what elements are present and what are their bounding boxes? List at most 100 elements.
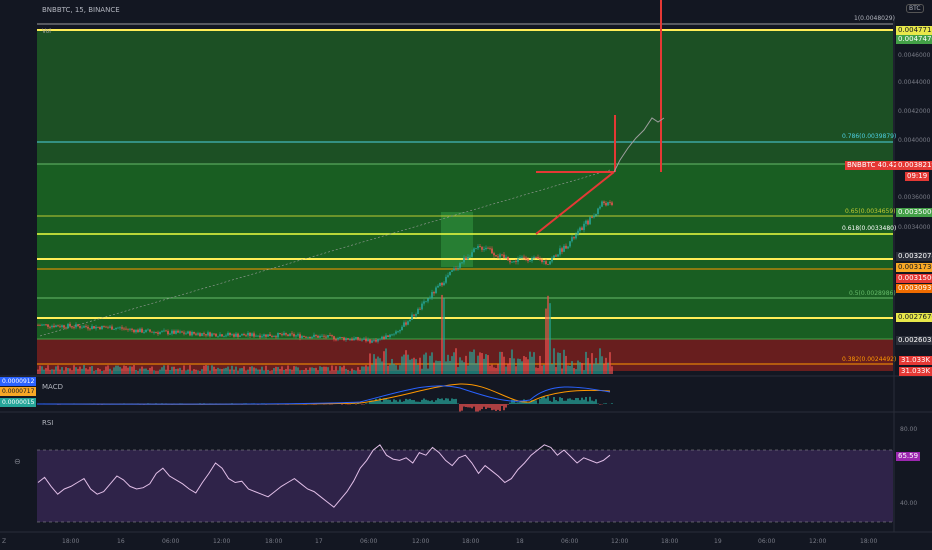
macd-bar [365,403,367,404]
candle-body [127,328,129,330]
macd-bar [559,397,561,404]
candle-body [489,248,491,250]
currency-badge[interactable]: BTC [906,4,924,13]
volume-bar [469,351,471,374]
macd-bar [535,400,537,404]
volume-bar [511,349,513,374]
volume-bar [523,356,525,374]
fib-label-0618: 0.618(0.0033480) [842,225,897,232]
candle-body [121,327,123,329]
candle-body [67,323,69,329]
candle-body [525,257,527,260]
candle-body [455,268,457,270]
candle-body [549,261,551,265]
candle-body [319,336,321,338]
candle-body [233,334,235,337]
volume-bar [505,366,507,374]
candle-body [459,263,461,268]
volume-bar [151,366,153,374]
candle-body [149,329,151,332]
volume-bar [211,365,213,374]
volume-bar [133,365,135,374]
volume-bar [413,357,415,374]
candle-body [57,325,59,327]
candle-body [349,339,351,341]
volume-label-2: 31.033K [899,367,932,376]
macd-bar [605,403,607,404]
zoom-corner-button[interactable]: Z [2,538,7,545]
candle-body [59,326,61,328]
macd-bar [487,404,489,408]
macd-bar [551,401,553,404]
macd-bar [587,401,589,404]
candle-body [279,332,281,335]
candle-body [195,333,197,335]
volume-bar [77,368,79,374]
macd-title: MACD [42,383,63,391]
fib-zone-top [37,30,893,164]
candle-body [275,336,277,338]
macd-bar [495,404,497,411]
macd-value-1: 0.0000912 [0,377,37,386]
macd-bar [533,400,535,404]
volume-bar [183,365,185,374]
candle-body [409,319,411,322]
volume-bar [169,370,171,374]
volume-bar [147,370,149,374]
candle-body [61,325,63,327]
volume-bar [303,370,305,374]
volume-bar [181,370,183,374]
macd-bar [477,404,479,412]
pane-collapse-icon[interactable]: ⊖ [14,457,21,466]
volume-bar [509,358,511,374]
candle-body [487,247,489,249]
volume-bar [189,365,191,374]
macd-bar [511,399,513,404]
macd-bar [315,404,317,405]
time-tick: 06:00 [162,538,180,545]
candle-body [129,328,131,330]
candle-body [41,324,43,326]
volume-bar [333,370,335,374]
candle-body [575,234,577,239]
candle-body [577,230,579,235]
candle-body [165,330,167,332]
macd-bar [573,400,575,404]
candle-body [91,326,93,330]
candle-body [235,333,237,337]
volume-bar [445,361,447,374]
candle-body [593,215,595,218]
fib-label-1: 1(0.0048029) [854,15,895,22]
volume-bar [293,366,295,374]
candle-body [497,256,499,258]
volume-bar [145,368,147,374]
candle-body [359,339,361,341]
time-tick: 18:00 [462,538,480,545]
candle-body [427,298,429,302]
volume-bar [105,366,107,374]
price-tick: 0.0046000 [898,52,931,59]
macd-bar [567,398,569,404]
candle-body [601,201,603,207]
candle-body [551,257,553,262]
macd-bar [529,401,531,404]
candle-body [231,334,233,336]
candle-body [559,248,561,255]
volume-bar [321,367,323,374]
volume-bar [113,367,115,374]
candle-body [477,246,479,249]
macd-bar [357,403,359,404]
candle-body [257,335,259,337]
volume-bar [173,366,175,374]
symbol-title: BNBBTC, 15, BINANCE [42,6,120,14]
macd-bar [419,401,421,404]
candle-body [565,245,567,249]
candle-body [461,262,463,264]
candle-body [417,308,419,315]
candle-body [225,335,227,337]
candle-body [589,217,591,225]
volume-bar [433,362,435,374]
volume-bar [599,348,601,374]
candle-body [595,213,597,216]
